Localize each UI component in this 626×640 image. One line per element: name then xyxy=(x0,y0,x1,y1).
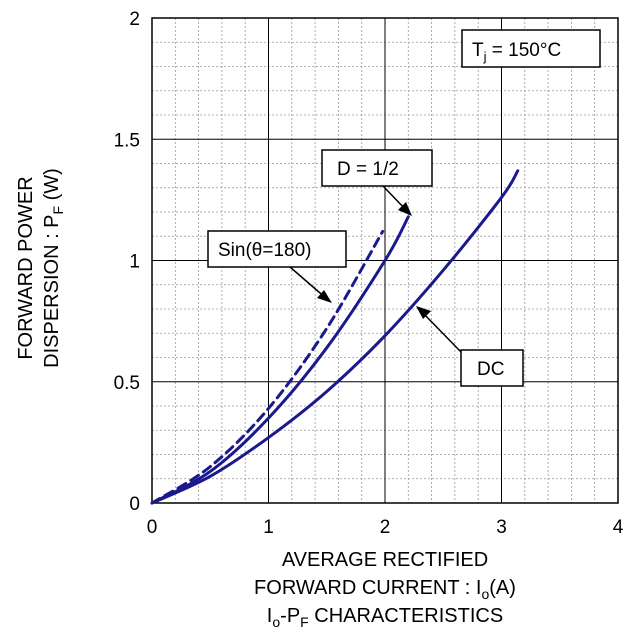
condition-label: Tj = 150°C xyxy=(472,40,561,64)
annotation-d-half-label: D = 1/2 xyxy=(337,159,399,180)
series-sin-180- xyxy=(150,229,385,505)
annotation-d-half-arrowhead xyxy=(398,202,412,216)
x-tick-label: 2 xyxy=(380,517,391,538)
annotation-sin-arrowhead xyxy=(317,290,332,303)
tick-labels: 0 1 2 3 4 0 0.5 1 1.5 2 xyxy=(114,9,624,538)
y-axis-label: FORWARD POWER DISPERSION : PF (W) xyxy=(15,168,66,368)
series-d-1-2 xyxy=(150,215,410,505)
annotation-d-half-frame xyxy=(321,149,433,187)
y-tick-label: 0 xyxy=(129,494,140,515)
x-axis-label-line2: FORWARD CURRENT : Io(A) xyxy=(254,577,516,602)
annotation-dc: DC xyxy=(416,306,524,387)
annotation-dc-label: DC xyxy=(477,359,504,380)
x-tick-label: 1 xyxy=(263,517,274,538)
annotation-d-half: D = 1/2 xyxy=(321,149,433,216)
x-axis-label-line1: AVERAGE RECTIFIED xyxy=(282,549,488,571)
series-dc xyxy=(150,169,520,505)
chart-title: Io-PF CHARACTERISTICS xyxy=(267,605,503,630)
y-tick-label: 2 xyxy=(129,9,140,30)
x-tick-label: 3 xyxy=(496,517,507,538)
x-tick-label: 0 xyxy=(147,517,158,538)
plot-frame xyxy=(151,17,619,504)
y-axis-label-line1: FORWARD POWER xyxy=(15,176,37,359)
annotation-sin-label: Sin(θ=180) xyxy=(218,240,311,261)
annotation-dc-arrowhead xyxy=(416,306,431,319)
x-tick-label: 4 xyxy=(613,517,624,538)
annotation-sin: Sin(θ=180) xyxy=(207,230,347,303)
annotation-sin-frame xyxy=(207,230,347,268)
y-tick-label: 1.5 xyxy=(114,130,140,151)
series-lines xyxy=(150,169,520,505)
y-tick-label: 0.5 xyxy=(114,373,140,394)
annotation-dc-arrow xyxy=(421,311,462,353)
y-axis-label-line2: DISPERSION : PF (W) xyxy=(41,168,66,368)
annotation-dc-frame xyxy=(460,349,524,387)
condition-frame xyxy=(461,29,601,68)
condition-box: Tj = 150°C xyxy=(461,29,601,68)
y-tick-label: 1 xyxy=(129,252,140,273)
